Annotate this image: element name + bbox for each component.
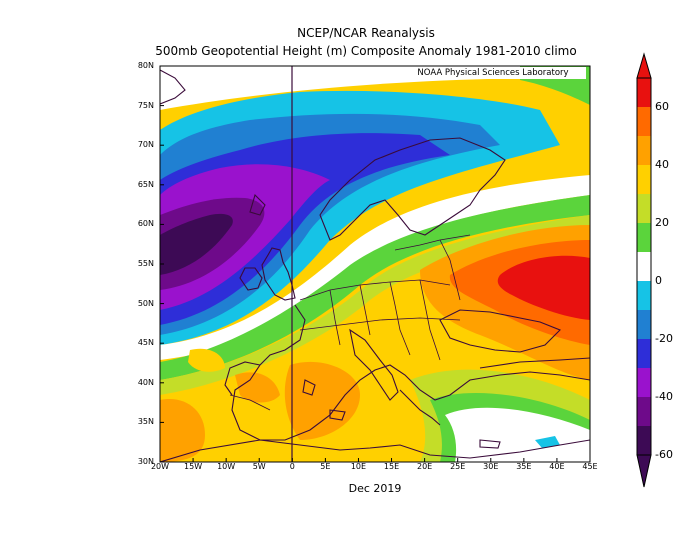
- lon-label: 5W: [252, 462, 266, 471]
- x-axis-label: Dec 2019: [348, 482, 402, 495]
- lat-label: 55N: [137, 259, 154, 268]
- lon-label: 0: [289, 462, 295, 471]
- colorbar: [636, 52, 652, 488]
- colorbar-segment: [637, 194, 651, 224]
- lat-label: 40N: [137, 377, 154, 387]
- colorbar-label: 60: [655, 100, 669, 113]
- colorbar-segment: [637, 426, 651, 456]
- lon-label: 10E: [350, 462, 367, 471]
- credit-label: NOAA Physical Sciences Laboratory: [400, 67, 586, 79]
- colorbar-label: -40: [655, 390, 673, 403]
- coastlines: [160, 69, 590, 462]
- colorbar-segment: [637, 281, 651, 311]
- colorbar-label: 0: [655, 274, 662, 287]
- lon-label: 30E: [483, 462, 499, 471]
- lon-label: 5E: [320, 462, 331, 471]
- anomaly-fields: [160, 66, 590, 462]
- title-line2: 500mb Geopotential Height (m) Composite …: [155, 44, 577, 58]
- lon-label: 15W: [184, 462, 203, 471]
- colorbar-min-arrow: [636, 454, 652, 488]
- lat-label: 30N: [137, 457, 154, 466]
- lon-label: 40E: [549, 462, 565, 471]
- colorbar-label: -20: [655, 332, 673, 345]
- lat-label: 65N: [137, 179, 154, 189]
- lon-label: 20E: [416, 462, 433, 471]
- lat-label: 75N: [137, 100, 154, 110]
- lat-label: 80N: [137, 61, 154, 70]
- colorbar-segment: [637, 165, 651, 195]
- lat-label: 45N: [137, 338, 154, 348]
- lon-label: 25E: [450, 462, 466, 471]
- lon-label: 35E: [516, 462, 532, 471]
- colorbar-segment: [637, 252, 651, 282]
- colorbar-label: 40: [655, 158, 669, 171]
- colorbar-segment: [637, 136, 651, 166]
- colorbar-segment: [637, 223, 651, 253]
- title-line1: NCEP/NCAR Reanalysis: [297, 26, 435, 40]
- colorbar-segment: [637, 368, 651, 398]
- lat-label: 60N: [137, 219, 154, 229]
- colorbar-segment: [637, 78, 651, 108]
- colorbar-segment: [637, 339, 651, 369]
- borders: [229, 234, 471, 411]
- lon-label: 10W: [217, 462, 236, 471]
- colorbar-segment: [637, 397, 651, 427]
- colorbar-max-arrow: [636, 52, 652, 79]
- lat-label: 50N: [137, 298, 154, 308]
- lon-label: 45E: [582, 462, 598, 471]
- colorbar-segment: [637, 310, 651, 340]
- lat-label: 70N: [137, 140, 154, 150]
- colorbar-label: 20: [655, 216, 669, 229]
- colorbar-label: -60: [655, 448, 673, 461]
- lon-label: 20W: [150, 462, 170, 471]
- lat-label: 35N: [137, 417, 154, 427]
- lon-label: 15E: [383, 462, 400, 471]
- colorbar-segment: [637, 107, 651, 137]
